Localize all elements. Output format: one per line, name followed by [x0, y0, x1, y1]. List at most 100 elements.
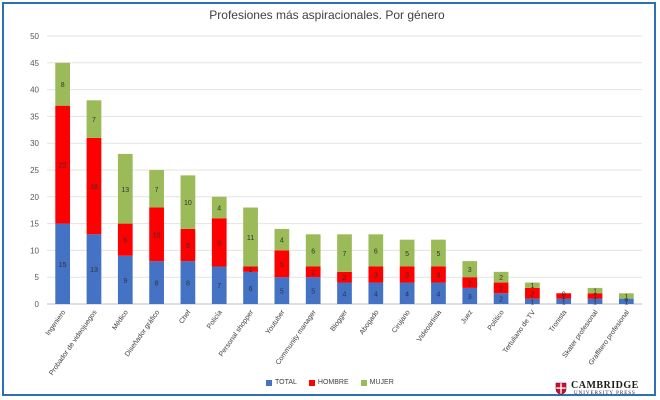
data-label: 7 — [155, 187, 159, 194]
data-label: 2 — [343, 275, 347, 282]
bar-segment-hombre — [462, 277, 478, 288]
category-label: Juez — [460, 309, 475, 326]
bar-segment-total — [556, 298, 572, 304]
bar-segment-hombre — [55, 105, 71, 224]
data-label: 10 — [153, 232, 161, 239]
data-label: 1 — [593, 289, 597, 296]
category-label: Videoartista — [416, 309, 443, 343]
bar-segment-hombre — [86, 137, 102, 235]
data-label: 1 — [593, 299, 597, 306]
data-label: 6 — [123, 238, 127, 245]
chart-frame — [2, 2, 656, 396]
data-label: 13 — [121, 187, 129, 194]
bars: 1522813187961381078610794611155452642743… — [55, 62, 634, 306]
data-label: 22 — [59, 163, 67, 170]
legend-swatch-hombre — [308, 379, 315, 386]
publisher-logo: CAMBRIDGE UNIVERSITY PRESS — [555, 381, 639, 396]
data-label: 2 — [499, 297, 503, 304]
bar-segment-total — [274, 277, 290, 304]
category-label: Policía — [206, 309, 224, 330]
y-tick-label: 30 — [30, 139, 39, 148]
data-label: 1 — [624, 294, 628, 301]
bar-segment-total — [337, 282, 352, 304]
bar-segment-total — [368, 282, 384, 304]
logo-main-text: CAMBRIDGE — [571, 380, 639, 391]
bar-segment-mujer — [493, 271, 509, 283]
category-label: Personal shopper — [218, 309, 256, 359]
data-label: 5 — [280, 262, 284, 269]
category-label: Abogado — [359, 309, 381, 336]
data-label: 9 — [217, 240, 221, 247]
data-label: 1 — [530, 283, 534, 290]
data-label: 9 — [123, 278, 127, 285]
bar-segment-mujer — [305, 234, 321, 267]
bar-segment-hombre — [211, 218, 227, 267]
bar-segment-total — [180, 261, 196, 304]
data-label: 8 — [155, 281, 159, 288]
logo-sub-text: UNIVERSITY PRESS — [574, 391, 636, 396]
bar-segment-mujer — [117, 153, 133, 224]
data-label: 5 — [405, 251, 409, 258]
category-label: Ingeniero — [45, 309, 68, 337]
legend-item-hombre: HOMBRE — [308, 379, 349, 386]
bar-segment-total — [55, 223, 71, 304]
bar-segment-hombre — [274, 250, 290, 278]
data-label: 1 — [530, 299, 534, 306]
data-label: 1 — [593, 294, 597, 301]
cambridge-shield-icon — [555, 382, 567, 395]
y-tick-label: 50 — [30, 32, 39, 41]
category-label: Skater profesional — [562, 309, 600, 360]
data-label: 3 — [468, 267, 472, 274]
y-tick-label: 40 — [30, 86, 39, 95]
bar-segment-total — [305, 277, 321, 304]
bar-segment-total — [117, 255, 133, 304]
bar-segment-total — [493, 293, 509, 304]
category-label: Tertuliano de TV — [502, 309, 537, 355]
bar-segment-total — [211, 266, 227, 304]
data-label: 3 — [374, 273, 378, 280]
category-label: Cirujano — [391, 309, 412, 334]
bar-segment-mujer — [399, 239, 415, 267]
chart-title: Profesiones más aspiracionales. Por géne… — [209, 8, 445, 22]
y-tick-label: 10 — [30, 246, 39, 255]
data-label: 8 — [186, 281, 190, 288]
category-label: Político — [487, 309, 506, 332]
bar-segment-mujer — [587, 287, 603, 294]
legend: TOTAL HOMBRE MUJER — [266, 379, 394, 386]
bar-segment-hombre — [525, 287, 540, 299]
bar-segment-mujer — [368, 234, 384, 267]
data-label: 5 — [311, 289, 315, 296]
data-label: 4 — [405, 291, 409, 298]
legend-label-mujer: MUJER — [369, 379, 394, 386]
category-label: Youtuber — [265, 309, 287, 336]
bar-segment-mujer — [431, 239, 446, 267]
data-label: 1 — [562, 294, 566, 301]
data-label: 1 — [562, 299, 566, 306]
data-label: 8 — [61, 82, 65, 89]
y-tick-label: 25 — [30, 166, 39, 175]
category-label: Blogger — [330, 309, 350, 333]
data-label: 2 — [311, 270, 315, 277]
data-label: 15 — [59, 262, 67, 269]
category-label: Tronista — [548, 309, 568, 334]
data-label: 13 — [90, 267, 98, 274]
bar-segment-mujer — [618, 293, 634, 299]
bar-segment-total — [149, 261, 164, 304]
bar-segment-hombre — [368, 266, 384, 283]
data-label: 4 — [217, 206, 221, 213]
bar-segment-mujer — [211, 196, 227, 219]
bar-segment-mujer — [462, 261, 478, 278]
bar-segment-mujer — [525, 282, 540, 288]
bar-segment-hombre — [556, 293, 572, 299]
bar-segment-hombre — [243, 266, 258, 272]
bar-segment-total — [525, 298, 540, 304]
data-label: 7 — [217, 283, 221, 290]
y-tick-label: 20 — [30, 193, 39, 202]
bar-segment-hombre — [180, 228, 196, 262]
bar-segment-total — [462, 287, 478, 304]
data-label: 0 — [624, 297, 628, 304]
data-label: 3 — [468, 294, 472, 301]
data-label: 7 — [343, 251, 347, 258]
